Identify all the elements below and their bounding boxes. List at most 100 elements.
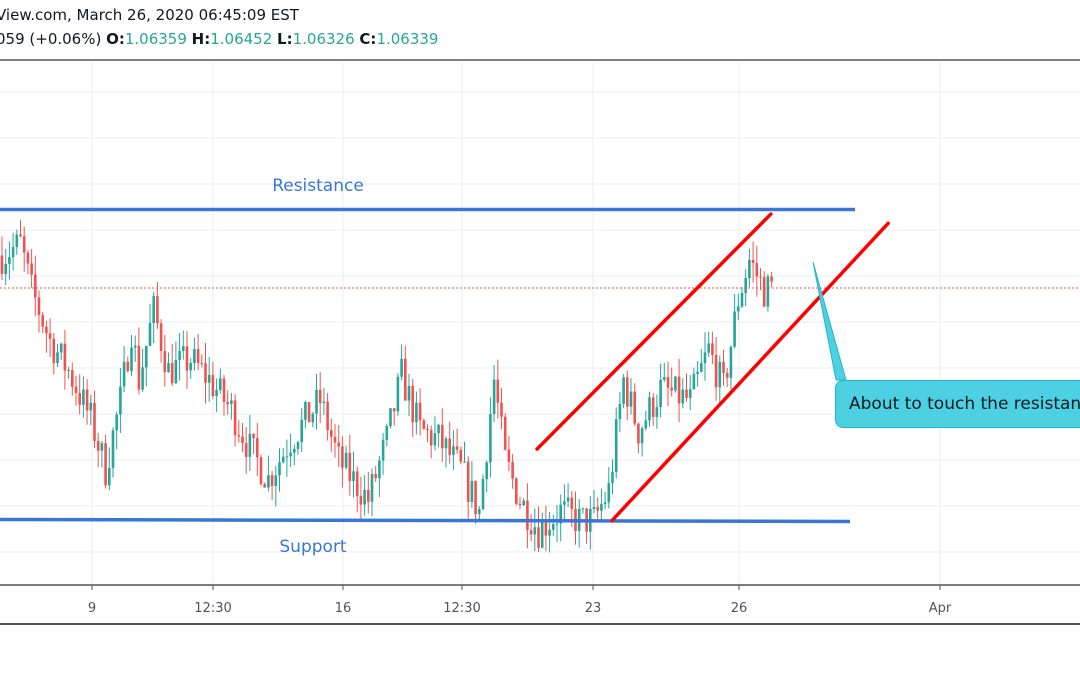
candle-up bbox=[692, 373, 696, 390]
channel-upper-line bbox=[535, 212, 773, 451]
high-value: 1.06452 bbox=[210, 30, 273, 48]
candle-up bbox=[389, 408, 392, 426]
callout-pointer bbox=[812, 261, 847, 381]
candle-down bbox=[537, 527, 540, 548]
low-value: 1.06326 bbox=[292, 30, 355, 48]
candle-up bbox=[344, 452, 348, 468]
candle-up bbox=[207, 375, 211, 383]
candle-up bbox=[363, 489, 366, 505]
candle-down bbox=[455, 446, 459, 450]
candle-down bbox=[326, 401, 329, 431]
candle-down bbox=[159, 323, 163, 351]
candle-up bbox=[115, 414, 118, 431]
candle-down bbox=[63, 343, 67, 371]
candle-down bbox=[337, 442, 340, 447]
candle-down bbox=[503, 416, 507, 450]
candle-down bbox=[237, 435, 241, 437]
candle-down bbox=[685, 389, 688, 398]
candle-up bbox=[555, 523, 559, 525]
candle-up bbox=[219, 378, 222, 391]
candle-down bbox=[0, 255, 4, 274]
candle-down bbox=[422, 420, 426, 429]
candle-up bbox=[433, 433, 437, 446]
candle-up bbox=[718, 361, 722, 388]
candle-down bbox=[341, 446, 344, 468]
time-axis[interactable]: 9 12:30 16 12:30 23 26 Apr bbox=[0, 584, 1080, 625]
candle-up bbox=[463, 461, 466, 463]
candle-up bbox=[552, 524, 555, 530]
candle-down bbox=[71, 370, 74, 387]
candle-down bbox=[45, 326, 48, 334]
candle-down bbox=[256, 438, 259, 458]
x-tick-label: 23 bbox=[585, 601, 602, 616]
candle-up bbox=[193, 349, 196, 363]
candle-up bbox=[533, 527, 537, 535]
candle-up bbox=[56, 352, 59, 364]
candle-down bbox=[170, 362, 174, 384]
candle-up bbox=[289, 452, 292, 457]
candle-up bbox=[152, 296, 155, 324]
candle-up bbox=[540, 521, 544, 548]
candle-down bbox=[411, 385, 414, 423]
candle-up bbox=[230, 400, 233, 405]
candle-up bbox=[215, 390, 218, 397]
candle-up bbox=[559, 504, 562, 524]
candle-down bbox=[74, 386, 78, 394]
candle-down bbox=[596, 507, 599, 511]
candle-up bbox=[703, 352, 707, 364]
candle-up bbox=[182, 346, 185, 351]
x-tick-label: Apr bbox=[929, 601, 952, 616]
candle-up bbox=[396, 376, 400, 412]
candle-up bbox=[663, 377, 666, 380]
candle-up bbox=[696, 371, 699, 374]
candle-up bbox=[707, 343, 710, 353]
candle-down bbox=[722, 361, 725, 374]
candle-down bbox=[93, 402, 96, 441]
candle-down bbox=[459, 449, 463, 462]
candle-down bbox=[78, 393, 81, 405]
candle-up bbox=[481, 479, 485, 510]
candle-down bbox=[770, 276, 773, 282]
candle-down bbox=[404, 358, 407, 401]
candle-down bbox=[429, 430, 433, 446]
close-value: 1.06339 bbox=[376, 30, 439, 48]
candle-down bbox=[34, 274, 37, 298]
candle-up bbox=[248, 433, 252, 457]
candle-down bbox=[185, 346, 189, 371]
candle-down bbox=[259, 457, 263, 485]
candle-up bbox=[437, 424, 440, 434]
candle-down bbox=[211, 375, 215, 397]
candle-down bbox=[126, 361, 130, 372]
candle-down bbox=[367, 489, 370, 502]
candle-up bbox=[644, 420, 648, 429]
ohlc-readout: 059 (+0.06%) O:1.06359 H:1.06452 L:1.063… bbox=[0, 30, 438, 48]
candle-up bbox=[489, 413, 492, 463]
candle-down bbox=[544, 521, 548, 536]
candle-down bbox=[755, 263, 759, 277]
candle-down bbox=[41, 315, 44, 327]
callout-note[interactable]: About to touch the resistance bbox=[835, 380, 1080, 428]
grid bbox=[0, 59, 1080, 585]
candle-up bbox=[178, 350, 181, 360]
candle-up bbox=[100, 443, 104, 451]
candles bbox=[0, 220, 773, 553]
candle-up bbox=[174, 359, 178, 384]
candle-up bbox=[581, 508, 585, 510]
candle-up bbox=[470, 481, 474, 502]
candle-down bbox=[670, 387, 673, 391]
low-label: L: bbox=[277, 30, 293, 48]
candle-up bbox=[622, 377, 625, 404]
candle-up bbox=[485, 462, 488, 480]
channel-lower-line bbox=[610, 221, 890, 523]
candle-down bbox=[348, 452, 352, 482]
candle-down bbox=[677, 376, 681, 404]
candle-down bbox=[19, 234, 22, 237]
x-tick-label: 12:30 bbox=[443, 601, 480, 616]
candle-up bbox=[566, 497, 570, 502]
candle-up bbox=[563, 501, 566, 505]
candle-up bbox=[729, 346, 733, 378]
candle-down bbox=[518, 503, 522, 506]
candle-down bbox=[711, 343, 714, 355]
chart-title: View.com, March 26, 2020 06:45:09 EST bbox=[0, 6, 299, 24]
